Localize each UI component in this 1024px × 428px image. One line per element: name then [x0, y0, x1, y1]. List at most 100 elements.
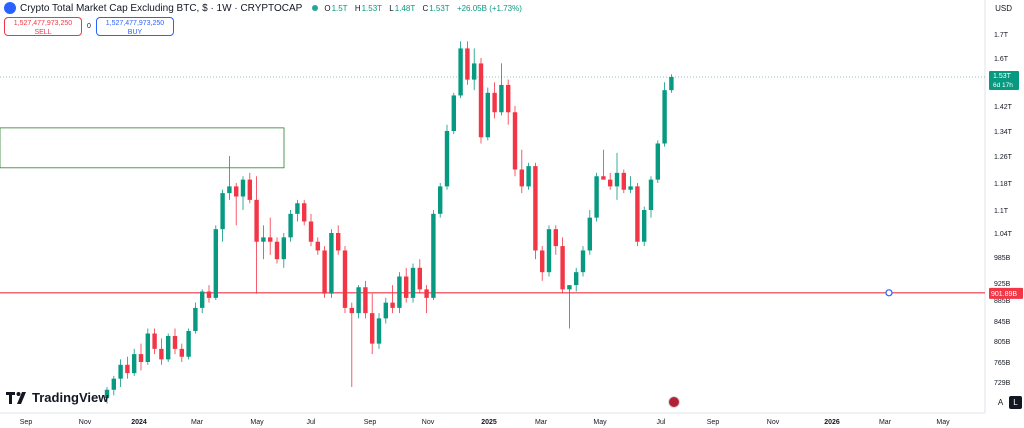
candle-body: [186, 331, 191, 357]
candle-body: [424, 289, 429, 298]
tradingview-logo-text: TradingView: [32, 390, 109, 405]
candle-body: [533, 166, 538, 251]
candle-body: [642, 210, 647, 242]
candle-body: [648, 179, 654, 210]
candle-body: [485, 92, 490, 138]
price-tick-label: 1.6T: [994, 56, 1009, 63]
candle-body: [506, 84, 511, 113]
candle-body: [451, 95, 456, 131]
candle-body: [166, 336, 171, 360]
candle-body: [390, 302, 395, 308]
candle-body: [329, 233, 334, 294]
price-tick-label: 1.04T: [994, 231, 1013, 238]
time-tick-label: 2025: [481, 419, 497, 426]
chart-header: Crypto Total Market Cap Excluding BTC, $…: [4, 2, 527, 14]
candle-body: [302, 203, 307, 222]
candle-body: [132, 354, 137, 374]
level-price-value: 901.89B: [991, 291, 1017, 298]
time-tick-label: May: [936, 419, 950, 426]
candle-body: [594, 176, 599, 218]
time-tick-label: Sep: [364, 419, 377, 426]
candle-body: [580, 250, 586, 273]
time-tick-label: May: [250, 419, 264, 426]
candle-body: [567, 285, 572, 290]
candle-body: [376, 318, 382, 344]
time-tick-label: 2024: [131, 419, 147, 426]
time-tick-label: Nov: [422, 419, 435, 426]
candle-body: [499, 84, 504, 113]
price-tick-label: 1.7T: [994, 32, 1009, 39]
tradingview-logo-icon: [6, 391, 26, 404]
tradingview-logo[interactable]: TradingView: [6, 390, 108, 405]
candle-body: [574, 272, 579, 286]
last-price-value: 1.53T: [993, 73, 1012, 80]
candle-body: [472, 63, 477, 80]
candle-body: [308, 221, 314, 242]
candle-body: [247, 179, 252, 200]
candle-body: [206, 291, 212, 298]
candle-body: [492, 92, 497, 113]
candle-body: [458, 48, 463, 96]
price-tick-label: 1.18T: [994, 181, 1013, 188]
candle-body: [159, 348, 164, 360]
level-price-label: [989, 287, 1023, 299]
candle-body: [669, 77, 674, 91]
ohlc-readout: O1.5T H1.53T L1.48T C1.53T +26.05B (+1.7…: [324, 3, 522, 13]
time-tick-label: Nov: [767, 419, 780, 426]
candle-body: [601, 176, 606, 180]
candle-body: [546, 229, 552, 273]
candle-body: [363, 287, 368, 314]
candle-body: [193, 307, 198, 331]
sell-button[interactable]: 1,527,477,973,250 SELL: [4, 17, 82, 36]
trade-panel: 1,527,477,973,250 SELL 0 1,527,477,973,25…: [4, 17, 174, 36]
buy-button[interactable]: 1,527,477,973,250 BUY: [96, 17, 174, 36]
candle-body: [342, 250, 348, 308]
candle-body: [404, 276, 409, 298]
time-tick-label: Mar: [879, 419, 892, 426]
support-zone-rectangle[interactable]: [0, 127, 285, 169]
candle-body: [397, 276, 402, 308]
candle-body: [519, 169, 524, 187]
candle-body: [213, 229, 218, 298]
candle-body: [104, 389, 110, 399]
candle-body: [220, 193, 225, 230]
currency-button[interactable]: USD: [995, 4, 1012, 13]
candle-body: [240, 179, 246, 197]
market-status-icon: [312, 5, 319, 11]
time-tick-label: Jul: [307, 419, 316, 426]
time-tick-label: Mar: [535, 419, 548, 426]
candle-body: [125, 364, 130, 374]
time-tick-label: Mar: [191, 419, 204, 426]
price-tick-label: 1.26T: [994, 154, 1013, 161]
candle-body: [465, 48, 470, 80]
auto-scale-button[interactable]: A: [997, 398, 1004, 407]
time-tick-label: Jul: [657, 419, 666, 426]
candle-body: [261, 237, 266, 242]
time-tick-label: Sep: [20, 419, 33, 426]
log-scale-button[interactable]: L: [1009, 396, 1022, 409]
candle-body: [444, 131, 450, 187]
price-tick-label: 985B: [994, 255, 1011, 262]
us-flag-icon[interactable]: [668, 396, 680, 408]
candle-body: [417, 267, 422, 290]
candle-body: [662, 90, 667, 144]
line-anchor-handle[interactable]: [885, 289, 893, 297]
candle-body: [227, 186, 232, 194]
candle-body: [118, 364, 123, 379]
price-tick-label: 1.34T: [994, 129, 1013, 136]
candle-body: [512, 112, 518, 170]
price-tick-label: 805B: [994, 339, 1011, 346]
spread-value: 0: [87, 23, 91, 30]
candle-body: [621, 172, 626, 190]
candle-body: [172, 336, 178, 349]
time-tick-label: Sep: [707, 419, 720, 426]
price-tick-label: 1.1T: [994, 208, 1009, 215]
candle-body: [356, 287, 361, 314]
candle-body: [288, 213, 293, 238]
candle-body: [111, 378, 116, 390]
candle-body: [526, 166, 531, 187]
candle-body: [553, 229, 558, 247]
symbol-icon[interactable]: [4, 2, 16, 14]
symbol-title[interactable]: Crypto Total Market Cap Excluding BTC, $…: [20, 2, 303, 14]
